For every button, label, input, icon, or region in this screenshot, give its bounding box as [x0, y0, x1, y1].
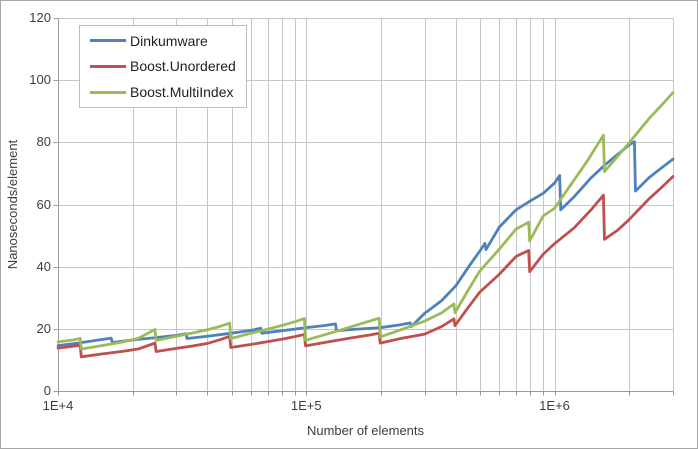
y-tick-label: 20 — [36, 320, 51, 336]
y-tick-label: 100 — [29, 72, 51, 88]
legend-item-label: Dinkumware — [130, 32, 208, 49]
legend-line-swatch-boost-unordered — [90, 64, 126, 68]
y-tick-label: 0 — [43, 383, 51, 398]
y-tick-label: 60 — [36, 196, 51, 212]
y-tick-label: 40 — [36, 258, 51, 274]
y-tick-label: 120 — [29, 10, 51, 25]
x-axis-title: Number of elements — [306, 423, 425, 438]
x-tick-label: 1E+4 — [42, 398, 74, 413]
legend-item: Dinkumware — [90, 33, 246, 49]
series-line-boost-unordered — [56, 175, 675, 359]
legend-item: Boost.MultiIndex — [90, 84, 246, 100]
legend-item-label: Boost.MultiIndex — [130, 84, 234, 101]
x-tick-label: 1E+5 — [290, 398, 322, 413]
legend: Dinkumware Boost.Unordered Boost.MultiIn… — [79, 25, 247, 108]
axes — [53, 18, 674, 396]
legend-item: Boost.Unordered — [90, 58, 246, 74]
y-axis-title: Nanoseconds/element — [5, 139, 20, 270]
y-tick-label: 80 — [36, 134, 51, 150]
legend-item-label: Boost.Unordered — [130, 58, 236, 75]
legend-line-swatch-boost-multiindex — [90, 90, 126, 94]
x-tick-label: 1E+6 — [539, 398, 570, 413]
series-line-boost-multiindex — [56, 91, 675, 351]
legend-line-swatch-dinkumware — [90, 39, 126, 43]
